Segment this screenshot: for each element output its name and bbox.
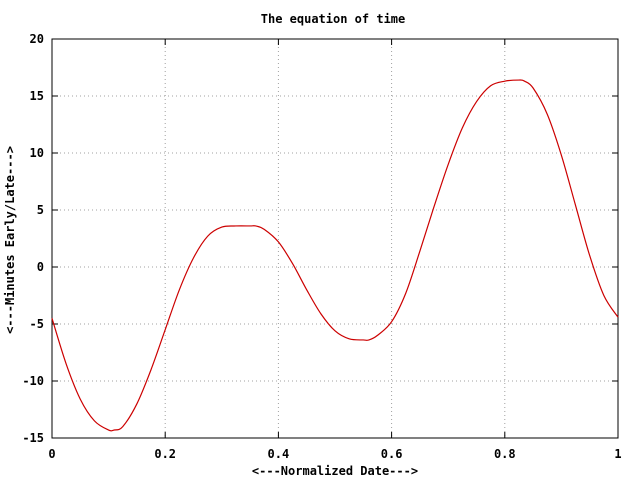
- series-layer: [51, 79, 619, 432]
- tick-label-layer: 0 0.2 0.4 0.6 0.8 1 -15 -10 -5 0 5 10 15 20: [22, 32, 621, 461]
- y-tick-label: 0: [37, 260, 44, 274]
- y-tick-label: 10: [30, 146, 44, 160]
- tick-layer: [51, 38, 619, 439]
- grid-layer: [52, 39, 618, 438]
- plot-frame: [51, 38, 619, 439]
- x-tick-label: 0: [48, 447, 55, 461]
- series-line: [51, 79, 619, 432]
- x-tick-label: 0.2: [154, 447, 176, 461]
- x-axis-label: <---Normalized Date--->: [252, 464, 418, 478]
- y-tick-label: 15: [30, 89, 44, 103]
- y-tick-label: -15: [22, 431, 44, 445]
- y-tick-label: 20: [30, 32, 44, 46]
- chart-title: The equation of time: [261, 12, 406, 26]
- y-axis-label: <---Minutes Early/Late--->: [3, 146, 17, 334]
- x-tick-label: 0.4: [268, 447, 290, 461]
- x-tick-label: 1: [614, 447, 621, 461]
- y-tick-label: 5: [37, 203, 44, 217]
- y-tick-label: -5: [30, 317, 44, 331]
- x-tick-label: 0.8: [494, 447, 516, 461]
- y-tick-label: -10: [22, 374, 44, 388]
- x-tick-label: 0.6: [381, 447, 403, 461]
